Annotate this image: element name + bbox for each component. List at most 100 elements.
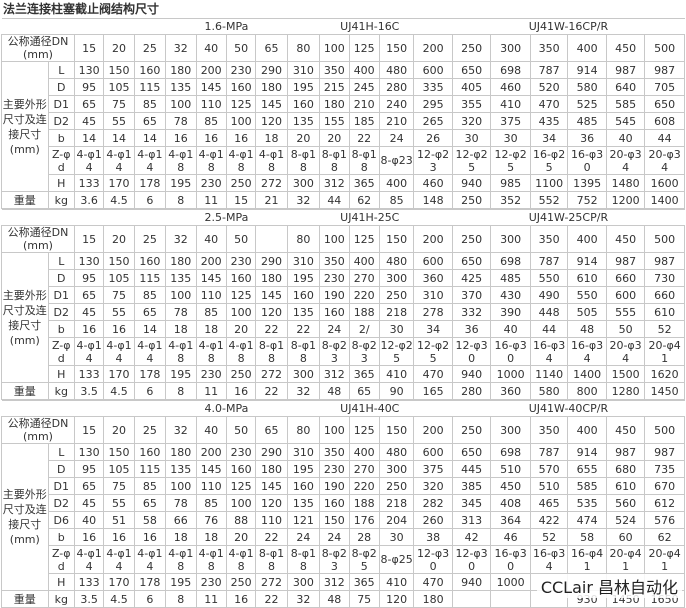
cell: 44 bbox=[319, 191, 350, 209]
dn-cell: 250 bbox=[451, 416, 492, 444]
cell: 188 bbox=[348, 303, 380, 321]
cell: 85 bbox=[133, 95, 167, 113]
cell: 20 bbox=[225, 528, 257, 546]
cell: 390 bbox=[490, 303, 531, 321]
group-label: 主要外形尺寸及连接尺寸(mm) bbox=[1, 443, 49, 591]
cell: 16-φ34 bbox=[567, 337, 607, 366]
cell: 48 bbox=[319, 590, 350, 608]
cell: 78 bbox=[165, 112, 197, 130]
cell: 600 bbox=[413, 443, 453, 461]
cell: 345 bbox=[451, 494, 492, 512]
cell: 610 bbox=[644, 303, 685, 321]
header-row: 4.0-MPa UJ41H-40C UJ41W-40CP/R bbox=[1, 400, 685, 417]
cell: 245 bbox=[348, 78, 380, 96]
cell: 698 bbox=[490, 61, 531, 79]
cell: 105 bbox=[103, 269, 135, 287]
cell: 272 bbox=[255, 365, 288, 383]
cell: 735 bbox=[644, 460, 685, 478]
cell bbox=[451, 590, 492, 608]
cell: 100 bbox=[165, 95, 197, 113]
cell: 12-φ25 bbox=[413, 337, 453, 366]
cell: 470 bbox=[413, 573, 453, 591]
cell: 4-φ18 bbox=[165, 545, 197, 574]
cell: 8-φ18 bbox=[255, 545, 288, 574]
cell: 170 bbox=[103, 573, 135, 591]
dim-row: D1 65 75 85 100 110 125 145 160 180 210 240 295 355 41… bbox=[2, 95, 685, 113]
cell: 300 bbox=[286, 365, 321, 383]
cell: 20 bbox=[319, 129, 350, 147]
cell: 120 bbox=[378, 590, 415, 608]
spec-table: 2.5-MPa UJ41H-25C UJ41W-25CP/R 公称通径DN(mm) 15… bbox=[1, 209, 685, 400]
cell: 280 bbox=[378, 78, 415, 96]
cell: 195 bbox=[286, 269, 321, 287]
dn-label: 公称通径DN(mm) bbox=[1, 416, 75, 444]
cell: 422 bbox=[529, 511, 569, 529]
cell: 16-φ30 bbox=[490, 337, 531, 366]
cell: 365 bbox=[348, 365, 380, 383]
cell: 190 bbox=[319, 477, 350, 495]
dn-cell: 300 bbox=[490, 34, 531, 62]
cell: 4-φ18 bbox=[225, 337, 257, 366]
cell: 160 bbox=[225, 460, 257, 478]
cell: 16 bbox=[225, 590, 257, 608]
cell: 22 bbox=[255, 528, 288, 546]
cell: 16 bbox=[73, 528, 105, 546]
cell: 375 bbox=[413, 460, 453, 478]
cell: 195 bbox=[286, 460, 321, 478]
dn-cell: 400 bbox=[567, 34, 607, 62]
row-label: H bbox=[47, 573, 75, 591]
dim-row: H 133 170 178 195 230 250 272 300 312 365 400 460 940… bbox=[2, 174, 685, 192]
row-label: D2 bbox=[47, 112, 75, 130]
cell: 160 bbox=[225, 78, 257, 96]
cell: 75 bbox=[103, 95, 135, 113]
cell: 8 bbox=[165, 382, 197, 400]
cell: 300 bbox=[286, 573, 321, 591]
cell: 220 bbox=[348, 477, 380, 495]
row-label: D6 bbox=[47, 511, 75, 529]
cell: 313 bbox=[451, 511, 492, 529]
dim-row: D 95 105 115 135 145 160 180 195 230 270 300 375 445 5… bbox=[2, 460, 685, 478]
cell: 185 bbox=[348, 112, 380, 130]
cell: 22 bbox=[255, 320, 288, 338]
cell: 16 bbox=[103, 320, 135, 338]
cell: 30 bbox=[378, 320, 415, 338]
cell: 655 bbox=[567, 460, 607, 478]
cell: 730 bbox=[644, 269, 685, 287]
cell: 24 bbox=[286, 528, 321, 546]
dn-row: 公称通径DN(mm) 15 20 25 32 40 50 80 100 125 150 200 250 3… bbox=[1, 225, 685, 253]
cell: 16 bbox=[225, 382, 257, 400]
cell: 120 bbox=[255, 494, 288, 512]
cell: 75 bbox=[103, 477, 135, 495]
cell: 180 bbox=[165, 61, 197, 79]
cell: 85 bbox=[195, 303, 227, 321]
cell: 32 bbox=[286, 191, 321, 209]
cell: 914 bbox=[567, 61, 607, 79]
cell: 15 bbox=[225, 191, 257, 209]
cell: 4.5 bbox=[103, 191, 135, 209]
cell: 22 bbox=[255, 590, 288, 608]
dim-row: D2 45 55 65 78 85 100 120 135 160 188 218 282 345 408 4… bbox=[2, 494, 685, 512]
dn-cell: 200 bbox=[413, 416, 453, 444]
cell: 8-φ18 bbox=[286, 146, 321, 175]
cell: 100 bbox=[225, 494, 257, 512]
dn-cell: 350 bbox=[529, 225, 569, 253]
cell: 85 bbox=[133, 477, 167, 495]
cell: 485 bbox=[490, 269, 531, 287]
cell: 335 bbox=[413, 78, 453, 96]
cell: 410 bbox=[490, 95, 531, 113]
row-label: L bbox=[47, 61, 75, 79]
dn-cell: 500 bbox=[644, 416, 685, 444]
dn-cell: 32 bbox=[165, 225, 197, 253]
cell: 290 bbox=[255, 252, 288, 270]
cell: 787 bbox=[529, 252, 569, 270]
cell: 8-φ23 bbox=[319, 545, 350, 574]
cell: 400 bbox=[348, 443, 380, 461]
dn-cell: 50 bbox=[225, 416, 257, 444]
dim-row: b 16 16 14 18 18 20 22 22 24 2/30 34 36 40 44 48 50 52 bbox=[2, 320, 685, 338]
cell: 160 bbox=[319, 303, 350, 321]
cell: 16 bbox=[195, 129, 227, 147]
cell: 610 bbox=[567, 269, 607, 287]
cell: 1620 bbox=[644, 365, 685, 383]
cell: 320 bbox=[451, 112, 492, 130]
dn-cell: 125 bbox=[348, 416, 380, 444]
